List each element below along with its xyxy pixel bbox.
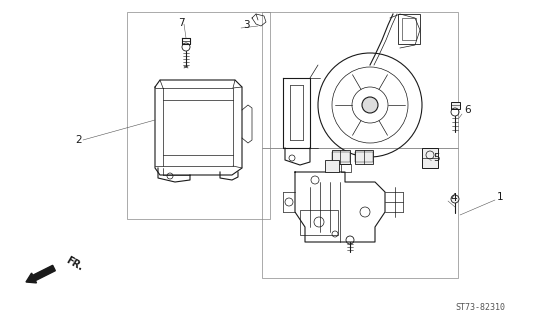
Text: 7: 7 bbox=[178, 18, 185, 28]
Bar bbox=[332, 152, 350, 162]
Circle shape bbox=[451, 195, 459, 203]
Bar bbox=[355, 152, 373, 162]
Bar bbox=[341, 164, 351, 172]
Bar bbox=[451, 102, 460, 109]
Text: ST73-82310: ST73-82310 bbox=[455, 303, 505, 313]
Circle shape bbox=[362, 97, 378, 113]
Bar bbox=[325, 160, 339, 172]
Bar bbox=[355, 150, 373, 164]
Bar bbox=[332, 150, 350, 164]
Text: FR.: FR. bbox=[64, 255, 85, 273]
Text: 3: 3 bbox=[243, 20, 250, 30]
Bar bbox=[127, 12, 270, 219]
Bar bbox=[398, 14, 420, 44]
Bar bbox=[422, 148, 438, 168]
Text: 5: 5 bbox=[433, 153, 440, 163]
Text: 2: 2 bbox=[75, 135, 82, 145]
Bar bbox=[402, 18, 416, 40]
Text: 6: 6 bbox=[464, 105, 470, 115]
FancyArrow shape bbox=[26, 265, 55, 283]
Text: 4: 4 bbox=[450, 193, 456, 203]
Bar bbox=[300, 210, 338, 235]
Bar bbox=[262, 12, 458, 148]
Text: 1: 1 bbox=[497, 192, 504, 202]
Bar bbox=[262, 148, 458, 278]
